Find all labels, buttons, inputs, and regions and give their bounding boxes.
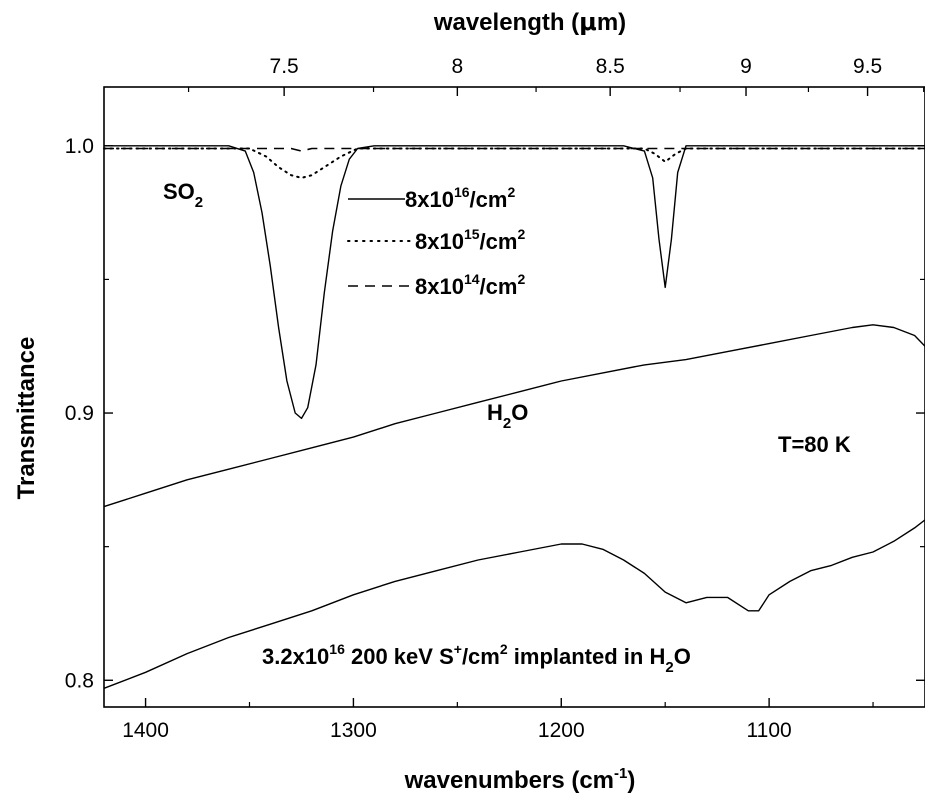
x-tick-label: 1400 [122, 719, 169, 742]
temperature-label: T=80 K [778, 432, 851, 457]
x-axis-title: wavenumbers (cm-1) [404, 765, 636, 794]
y-tick-label: 0.9 [65, 402, 94, 425]
x-axis-ticks: 1400 1300 1200 1100 [122, 698, 874, 742]
top-tick-label: 8 [451, 55, 463, 78]
top-axis-ticks: 7.5 8 8.5 9 9.5 [187, 55, 925, 96]
y-axis-title: Transmittance [13, 337, 40, 500]
series-line-3 [103, 324, 925, 508]
series-line-2 [104, 147, 925, 152]
y-axis-ticks: 0.8 0.9 1.0 [65, 135, 925, 692]
y-tick-label: 0.8 [65, 669, 94, 692]
series-line-4 [103, 519, 925, 689]
plot-frame [103, 86, 925, 708]
series-line-0 [104, 145, 925, 420]
so2-label: SO2 [163, 179, 203, 211]
top-tick-label: 9.5 [853, 55, 882, 78]
x-tick-label: 1100 [747, 719, 792, 742]
top-tick-label: 8.5 [596, 55, 625, 78]
legend-label-dashed: 8x1014/cm2 [415, 271, 525, 299]
implant-label: 3.2x1016 200 keV S+/cm2 implanted in H2O [262, 641, 691, 676]
h2o-label: H2O [487, 400, 528, 432]
top-tick-label: 9 [740, 55, 752, 78]
series-layer [103, 145, 925, 689]
series-line-1 [103, 147, 925, 179]
x-tick-label: 1200 [538, 719, 585, 742]
x-tick-label: 1300 [330, 719, 377, 742]
legend-label-solid: 8x1016/cm2 [405, 184, 515, 212]
y-tick-label: 1.0 [65, 135, 94, 158]
top-axis-title: wavelength (μm) [433, 8, 626, 36]
top-tick-label: 7.5 [270, 55, 299, 78]
legend-label-dotted: 8x1015/cm2 [415, 226, 525, 254]
legend: 8x1016/cm2 8x1015/cm2 8x1014/cm2 [347, 184, 525, 299]
